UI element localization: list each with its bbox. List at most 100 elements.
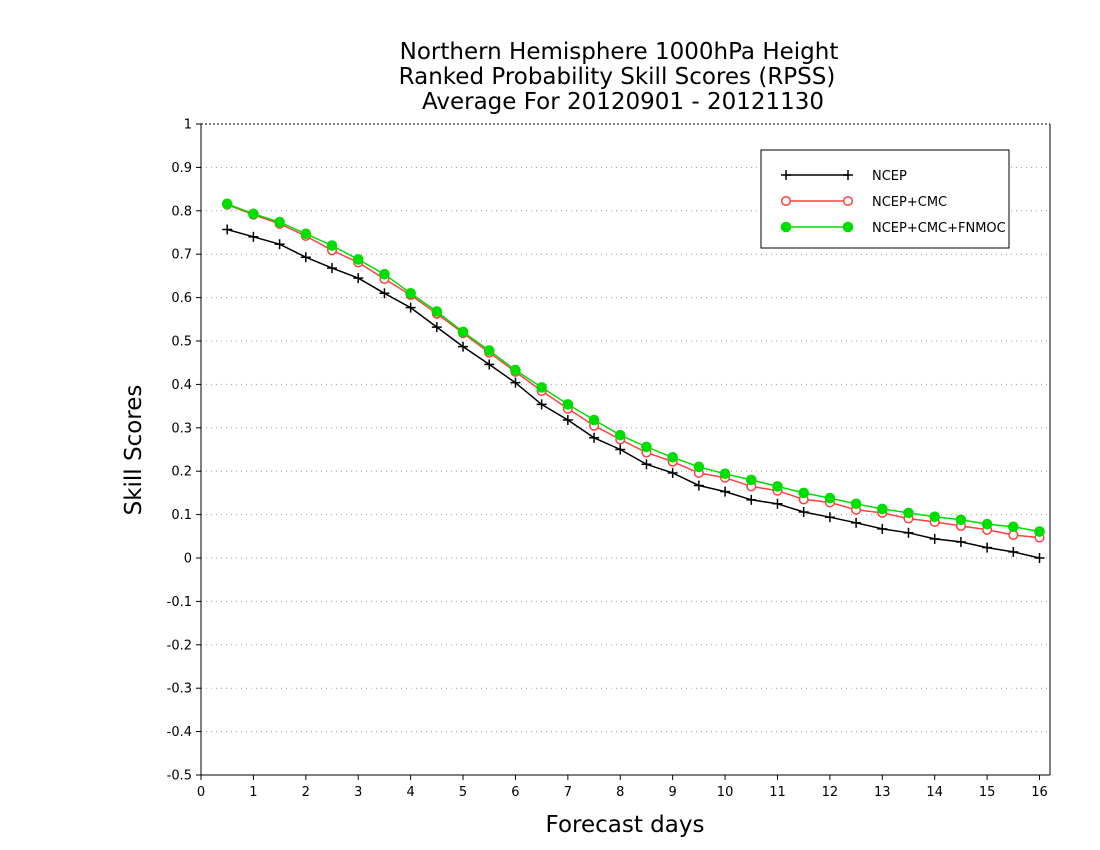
data-point-dot	[483, 345, 495, 356]
data-point-plus	[405, 302, 416, 313]
data-point-plus	[248, 231, 259, 242]
x-axis-label: Forecast days	[546, 812, 705, 838]
data-point-plus	[746, 494, 757, 505]
data-point-dot	[719, 468, 731, 480]
y-tick-label: 0.4	[171, 378, 192, 393]
legend-label: NCEP	[872, 169, 907, 184]
axes	[200, 123, 1051, 776]
data-point-plus	[781, 170, 791, 180]
legend-label: NCEP+CMC+FNMOC	[872, 221, 1006, 236]
data-point-plus	[798, 506, 809, 517]
legend-entry: NCEP	[781, 169, 907, 184]
data-point-dot	[824, 492, 836, 504]
x-tick-label: 3	[354, 785, 362, 800]
x-tick-label: 11	[769, 785, 786, 800]
data-point-plus	[615, 444, 626, 455]
series-ncep-cmc-fnmoc	[221, 198, 1045, 537]
y-tick-label: 0.3	[171, 421, 192, 436]
data-point-plus	[327, 263, 338, 274]
data-point-plus	[843, 170, 853, 180]
legend-label: NCEP+CMC	[872, 195, 947, 210]
series-line	[226, 203, 1040, 533]
data-point-plus	[641, 459, 652, 470]
data-point-plus	[1034, 553, 1045, 563]
data-point-plus	[982, 542, 993, 553]
x-tick-label: 4	[406, 785, 414, 800]
title-line-1: Northern Hemisphere 1000hPa Height	[400, 39, 839, 65]
data-point-dot	[405, 287, 416, 299]
data-point-dot	[326, 240, 338, 251]
data-point-dot	[798, 487, 809, 499]
x-tick-label: 8	[616, 785, 624, 800]
data-point-plus	[1008, 546, 1019, 557]
data-point-circle	[780, 195, 792, 207]
y-tick-label: -0.2	[167, 638, 192, 653]
x-tick-label: 0	[197, 785, 205, 800]
x-tick-label: 5	[459, 785, 467, 800]
data-point-dot	[981, 518, 993, 530]
y-tick-label: -0.4	[167, 725, 192, 740]
data-point-plus	[667, 467, 678, 478]
data-point-plus	[877, 523, 888, 534]
chart-title: Northern Hemisphere 1000hPa Height Ranke…	[399, 39, 839, 115]
data-point-dot	[536, 382, 547, 393]
data-point-plus	[955, 536, 966, 547]
y-axis-label: Skill Scores	[121, 385, 147, 516]
x-tick-label: 14	[926, 785, 943, 800]
y-tick-label: -0.5	[167, 769, 192, 784]
x-tick-label: 13	[874, 785, 891, 800]
x-tick-label: 10	[717, 785, 734, 800]
data-point-dot	[379, 268, 390, 280]
y-axis-ticks: -0.5 -0.4 -0.3 -0.2 -0.1 0 0.1 0.2 0.3 0.4 0.5 0.6 0…	[167, 118, 201, 784]
data-point-dot	[955, 514, 967, 526]
x-tick-label: 7	[564, 785, 572, 800]
legend-entry: NCEP+CMC	[780, 195, 947, 210]
data-point-plus	[379, 288, 390, 299]
x-tick-label: 2	[302, 785, 310, 800]
data-point-dot	[221, 198, 233, 210]
data-point-dot	[842, 221, 854, 233]
y-tick-label: 0.2	[171, 465, 192, 480]
y-tick-label: 0.7	[171, 248, 192, 263]
legend: NCEP NCEP+CMC NCEP+CMC+FNMOC	[760, 149, 1010, 249]
series-ncep	[222, 224, 1045, 563]
data-point-dot	[1034, 526, 1045, 537]
data-point-dot	[1008, 521, 1019, 533]
legend-entry: NCEP+CMC+FNMOC	[780, 221, 1006, 236]
data-point-dot	[457, 326, 469, 338]
data-point-dot	[641, 441, 652, 453]
data-point-plus	[300, 252, 311, 263]
data-point-dot	[850, 498, 862, 510]
title-line-2: Ranked Probability Skill Scores (RPSS)	[399, 64, 836, 90]
y-tick-label: 0.1	[171, 508, 192, 523]
data-point-plus	[720, 486, 731, 497]
data-point-plus	[824, 512, 835, 523]
y-tick-label: 0.6	[171, 291, 192, 306]
data-point-dot	[562, 399, 574, 410]
y-tick-label: -0.3	[167, 682, 192, 697]
data-point-dot	[510, 364, 521, 376]
data-point-plus	[772, 498, 783, 509]
data-point-plus	[562, 414, 573, 425]
data-point-plus	[929, 533, 940, 544]
data-point-dot	[745, 474, 757, 486]
data-point-plus	[536, 399, 547, 410]
y-tick-label: 0	[184, 552, 192, 567]
y-tick-label: 1	[184, 118, 192, 133]
data-point-dot	[614, 429, 626, 441]
x-tick-label: 9	[669, 785, 677, 800]
data-point-dot	[929, 511, 941, 523]
data-point-plus	[222, 224, 233, 235]
title-line-3: Average For 20120901 - 20121130	[422, 89, 824, 115]
y-tick-label: -0.1	[167, 595, 192, 610]
y-tick-label: 0.8	[171, 204, 192, 219]
data-point-plus	[693, 480, 704, 491]
data-point-dot	[588, 414, 600, 426]
data-point-plus	[458, 341, 469, 352]
x-tick-label: 1	[249, 785, 257, 800]
data-point-dot	[693, 461, 705, 473]
data-point-plus	[274, 239, 285, 250]
series-layer	[221, 198, 1045, 563]
data-point-dot	[352, 254, 364, 265]
x-tick-label: 12	[822, 785, 839, 800]
